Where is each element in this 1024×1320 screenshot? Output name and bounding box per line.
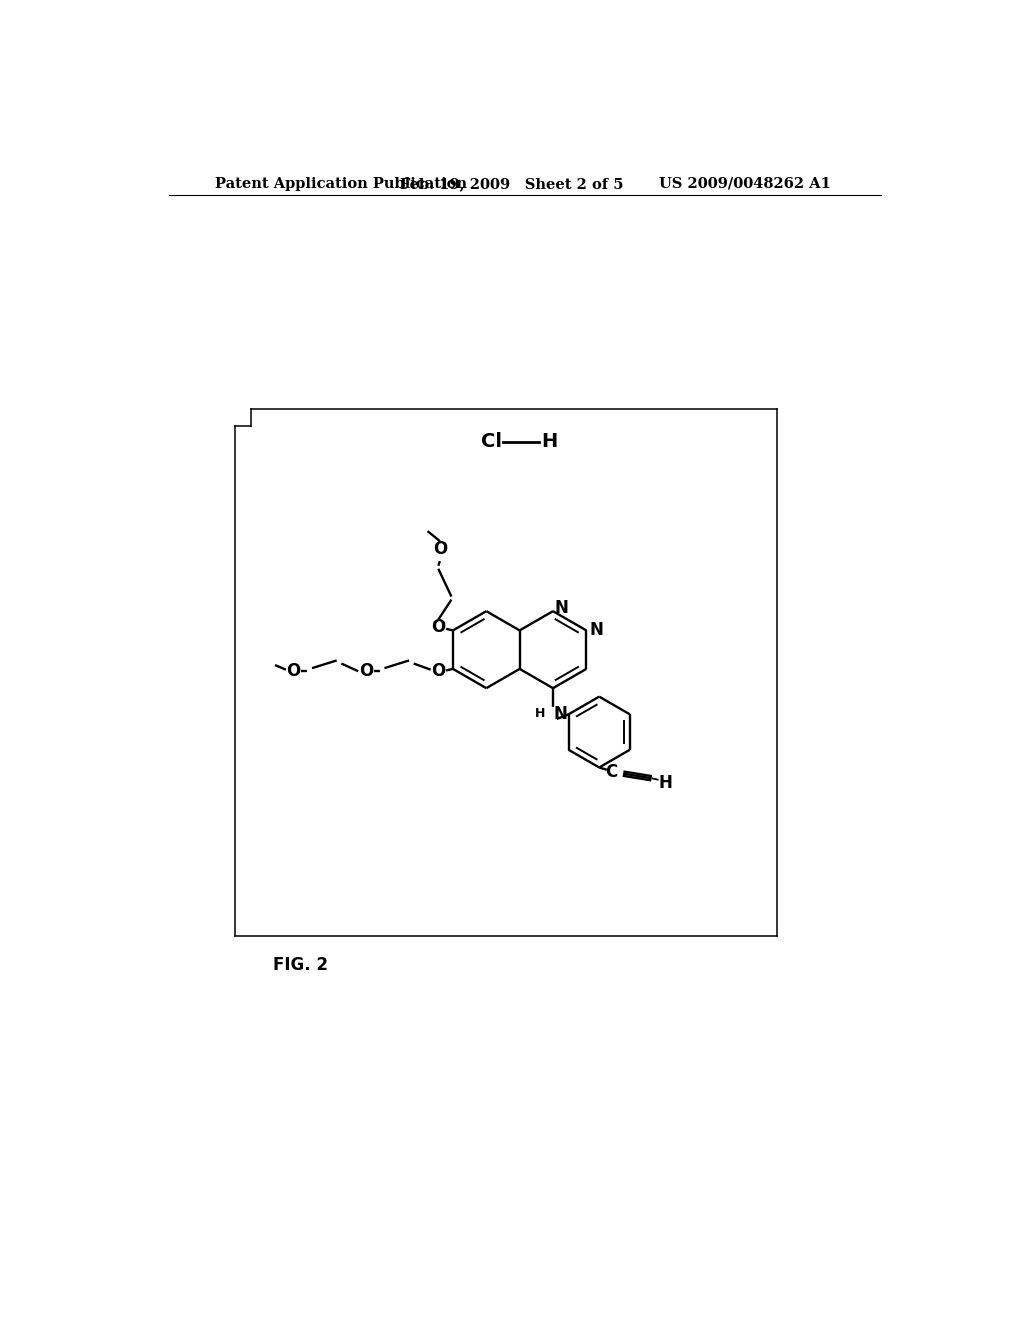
Text: N: N [590,622,603,639]
Text: C: C [605,763,617,781]
Text: N: N [555,599,568,616]
Text: Cl: Cl [480,432,502,451]
Text: O: O [287,663,301,680]
Text: Feb. 19, 2009 Sheet 2 of 5: Feb. 19, 2009 Sheet 2 of 5 [400,177,624,191]
Text: H: H [658,774,673,792]
Text: O: O [431,618,445,636]
Text: O: O [431,663,445,680]
Text: Patent Application Publication: Patent Application Publication [215,177,467,191]
Text: N: N [554,705,567,722]
Text: O: O [433,540,447,558]
Text: H: H [542,432,558,451]
Text: US 2009/0048262 A1: US 2009/0048262 A1 [659,177,831,191]
Text: FIG. 2: FIG. 2 [273,956,328,974]
Text: H: H [535,708,546,721]
Text: O: O [358,663,373,680]
